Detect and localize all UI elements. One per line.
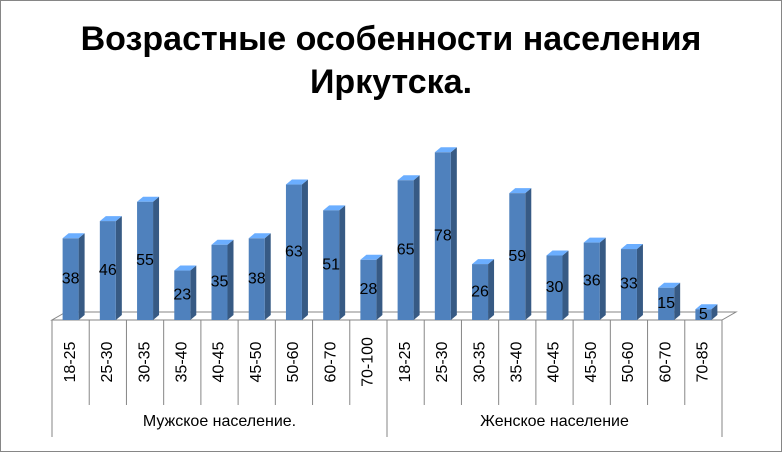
x-tick-label: 30-35 <box>136 341 153 382</box>
bar-top <box>174 265 197 271</box>
bar <box>99 221 116 320</box>
bar-side <box>376 254 383 320</box>
x-tick-label: 35-40 <box>508 341 525 382</box>
data-label: 55 <box>136 252 154 269</box>
bar-side <box>153 196 160 320</box>
x-tick-label: 70-85 <box>695 341 712 382</box>
bar-side <box>413 175 420 320</box>
bar <box>583 242 600 320</box>
data-label: 33 <box>620 276 638 293</box>
bar-top <box>323 205 346 211</box>
x-tick-label: 70-100 <box>360 337 377 387</box>
bar <box>62 238 79 320</box>
data-label: 36 <box>583 273 601 290</box>
group-label: Женское население <box>480 413 629 430</box>
data-label: 28 <box>359 281 377 298</box>
x-tick-label: 40-45 <box>546 341 563 382</box>
data-label: 38 <box>62 270 80 287</box>
bar <box>285 184 302 320</box>
data-label: 5 <box>699 306 708 323</box>
x-tick-label: 25-30 <box>434 341 451 382</box>
bar-top <box>397 175 420 181</box>
bar-top <box>658 282 681 288</box>
bar-side <box>674 282 681 320</box>
bar-top <box>62 233 85 239</box>
bar <box>174 270 191 320</box>
bar-side <box>78 233 85 320</box>
data-label: 63 <box>285 243 303 260</box>
data-label: 30 <box>546 279 564 296</box>
data-label: 78 <box>434 227 452 244</box>
bar-top <box>434 147 457 153</box>
data-label: 38 <box>248 270 266 287</box>
bar <box>211 244 228 320</box>
bar-top <box>583 237 606 243</box>
bar-top <box>137 196 160 202</box>
bar-top <box>360 254 383 260</box>
data-label: 59 <box>508 248 526 265</box>
bar-side <box>711 304 718 320</box>
bar <box>695 309 712 320</box>
bar <box>137 201 154 320</box>
x-tick-label: 30-35 <box>471 341 488 382</box>
x-tick-label: 60-70 <box>322 341 339 382</box>
bar-top <box>509 188 532 194</box>
bar <box>248 238 265 320</box>
bar-top <box>211 239 234 245</box>
chart-title: Возрастные особенности населения Иркутск… <box>80 20 702 101</box>
bar-side <box>227 239 234 320</box>
x-tick-label: 18-25 <box>62 341 79 382</box>
x-tick-label: 45-50 <box>248 341 265 382</box>
x-tick-label: 60-70 <box>657 341 674 382</box>
bar <box>397 180 414 320</box>
bar <box>323 210 340 320</box>
bar-side <box>636 244 643 320</box>
bar-side <box>339 205 346 320</box>
group-label: Мужское население. <box>143 413 296 430</box>
bar-side <box>599 237 606 320</box>
bar <box>620 249 637 320</box>
bar-top <box>546 250 569 256</box>
data-label: 35 <box>211 274 229 291</box>
x-tick-label: 45-50 <box>583 341 600 382</box>
data-label: 51 <box>322 256 340 273</box>
bar <box>509 193 526 320</box>
data-label: 23 <box>173 286 191 303</box>
x-tick-label: 50-60 <box>620 341 637 382</box>
bar-side <box>264 233 271 320</box>
x-tick-label: 40-45 <box>211 341 228 382</box>
bar-top <box>248 233 271 239</box>
bar <box>434 152 451 320</box>
bar-side <box>115 216 122 320</box>
bar <box>546 255 563 320</box>
bar-side <box>301 179 308 320</box>
bar-top <box>99 216 122 222</box>
bar <box>658 287 675 320</box>
bar-top <box>620 244 643 250</box>
bar <box>472 264 489 320</box>
data-label: 26 <box>471 283 489 300</box>
x-tick-label: 50-60 <box>285 341 302 382</box>
bar-side <box>562 250 569 320</box>
data-label: 15 <box>657 295 675 312</box>
bar-top <box>695 304 718 310</box>
x-tick-label: 25-30 <box>99 341 116 382</box>
bar-side <box>450 147 457 320</box>
bar-side <box>525 188 532 320</box>
x-tick-label: 35-40 <box>173 341 190 382</box>
x-tick-label: 18-25 <box>397 341 414 382</box>
bar-side <box>190 265 197 320</box>
bar-side <box>488 259 495 320</box>
data-label: 46 <box>99 262 117 279</box>
bar <box>360 259 377 320</box>
bar-top <box>285 179 308 185</box>
data-label: 65 <box>397 241 415 258</box>
bar-top <box>472 259 495 265</box>
